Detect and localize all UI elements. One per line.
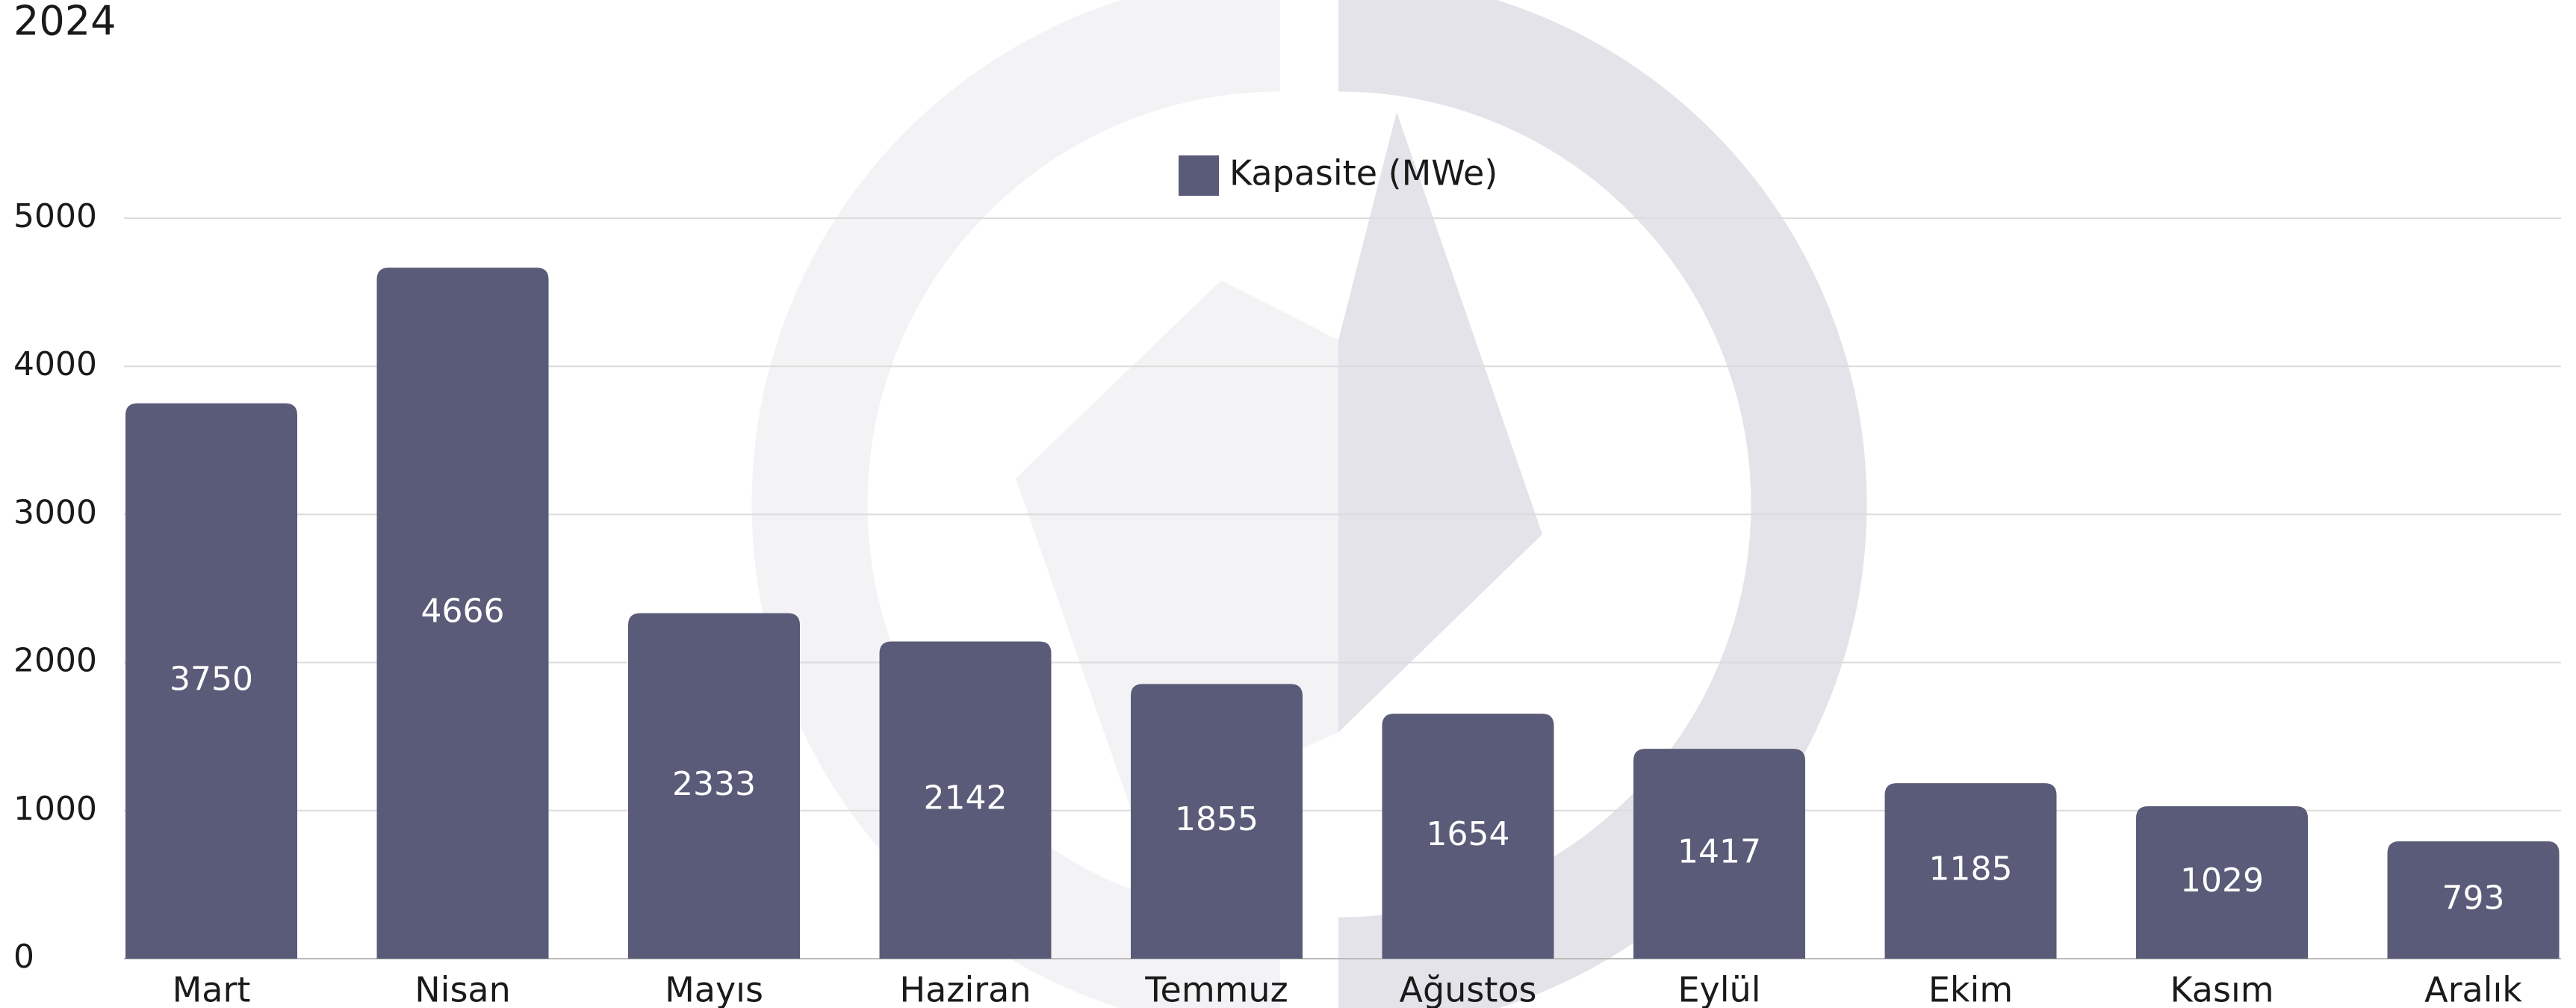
value-label: 2142 [924, 779, 1008, 817]
y-tick-label: 5000 [13, 197, 97, 235]
value-label: 793 [2442, 879, 2505, 917]
value-label: 1417 [1677, 833, 1761, 871]
value-label: 1654 [1427, 815, 1510, 853]
legend: Kapasite (MWe) [1179, 153, 1498, 197]
value-label: 2333 [672, 765, 756, 803]
y-tick-label: 2000 [13, 642, 97, 680]
legend-swatch [1179, 155, 1219, 196]
x-tick-label: Temmuz [1144, 970, 1288, 1008]
y-tick-label: 0 [13, 938, 34, 976]
value-label: 1029 [2180, 862, 2264, 900]
value-label: 1185 [1929, 850, 2013, 888]
value-label: 4666 [421, 593, 505, 631]
x-tick-label: Ağustos [1400, 970, 1537, 1008]
chart: 2024 Kapasite (MWe) 0 1000 2000 3000 4000 500… [0, 0, 2576, 1008]
x-tick-label: Eylül [1677, 970, 1760, 1008]
x-tick-label: Kasım [2170, 970, 2274, 1008]
legend-label: Kapasite (MWe) [1229, 153, 1498, 194]
y-tick-label: 3000 [13, 493, 97, 531]
chart-title: 2024 [13, 0, 116, 45]
x-tick-label: Mayıs [665, 970, 763, 1008]
y-tick-label: 4000 [13, 345, 97, 383]
value-label: 3750 [170, 660, 253, 698]
x-tick-label: Nisan [415, 970, 511, 1008]
value-label: 1855 [1175, 800, 1258, 838]
x-tick-label: Haziran [900, 970, 1031, 1008]
x-tick-label: Mart [173, 970, 251, 1008]
x-tick-label: Ekim [1928, 970, 2013, 1008]
y-tick-label: 1000 [13, 790, 97, 828]
x-tick-label: Aralık [2424, 970, 2522, 1008]
